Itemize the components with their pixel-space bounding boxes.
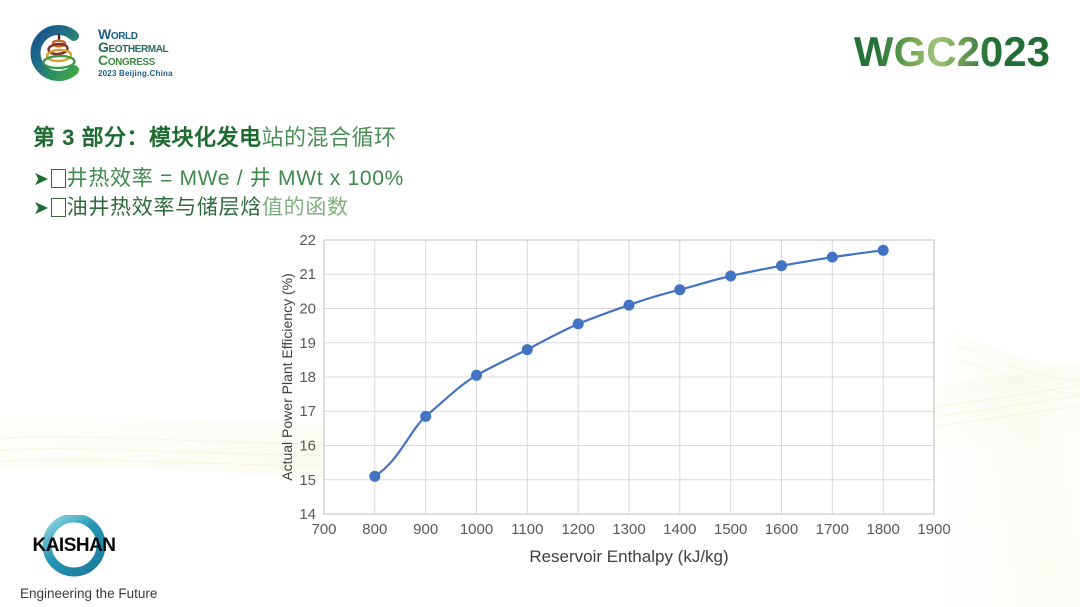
svg-text:21: 21: [299, 266, 316, 283]
svg-text:900: 900: [413, 521, 438, 538]
svg-text:1700: 1700: [816, 521, 849, 538]
svg-text:800: 800: [362, 521, 387, 538]
svg-text:22: 22: [299, 232, 316, 249]
svg-text:20: 20: [299, 301, 316, 318]
svg-text:700: 700: [311, 521, 336, 538]
svg-text:1600: 1600: [765, 521, 798, 538]
svg-text:1300: 1300: [612, 521, 645, 538]
svg-text:1000: 1000: [460, 521, 493, 538]
svg-text:1800: 1800: [867, 521, 900, 538]
svg-text:KAISHAN: KAISHAN: [32, 535, 115, 556]
svg-text:1500: 1500: [714, 521, 747, 538]
svg-text:1900: 1900: [917, 521, 950, 538]
svg-text:15: 15: [299, 472, 316, 489]
svg-text:16: 16: [299, 438, 316, 455]
svg-text:1200: 1200: [562, 521, 595, 538]
svg-text:Reservoir Enthalpy (kJ/kg): Reservoir Enthalpy (kJ/kg): [529, 547, 728, 566]
svg-text:19: 19: [299, 335, 316, 352]
svg-text:18: 18: [299, 369, 316, 386]
svg-text:1400: 1400: [663, 521, 696, 538]
svg-text:1100: 1100: [511, 521, 543, 538]
svg-text:Actual Power Plant Efficiency: Actual Power Plant Efficiency (%): [279, 273, 295, 481]
svg-text:17: 17: [299, 403, 316, 420]
